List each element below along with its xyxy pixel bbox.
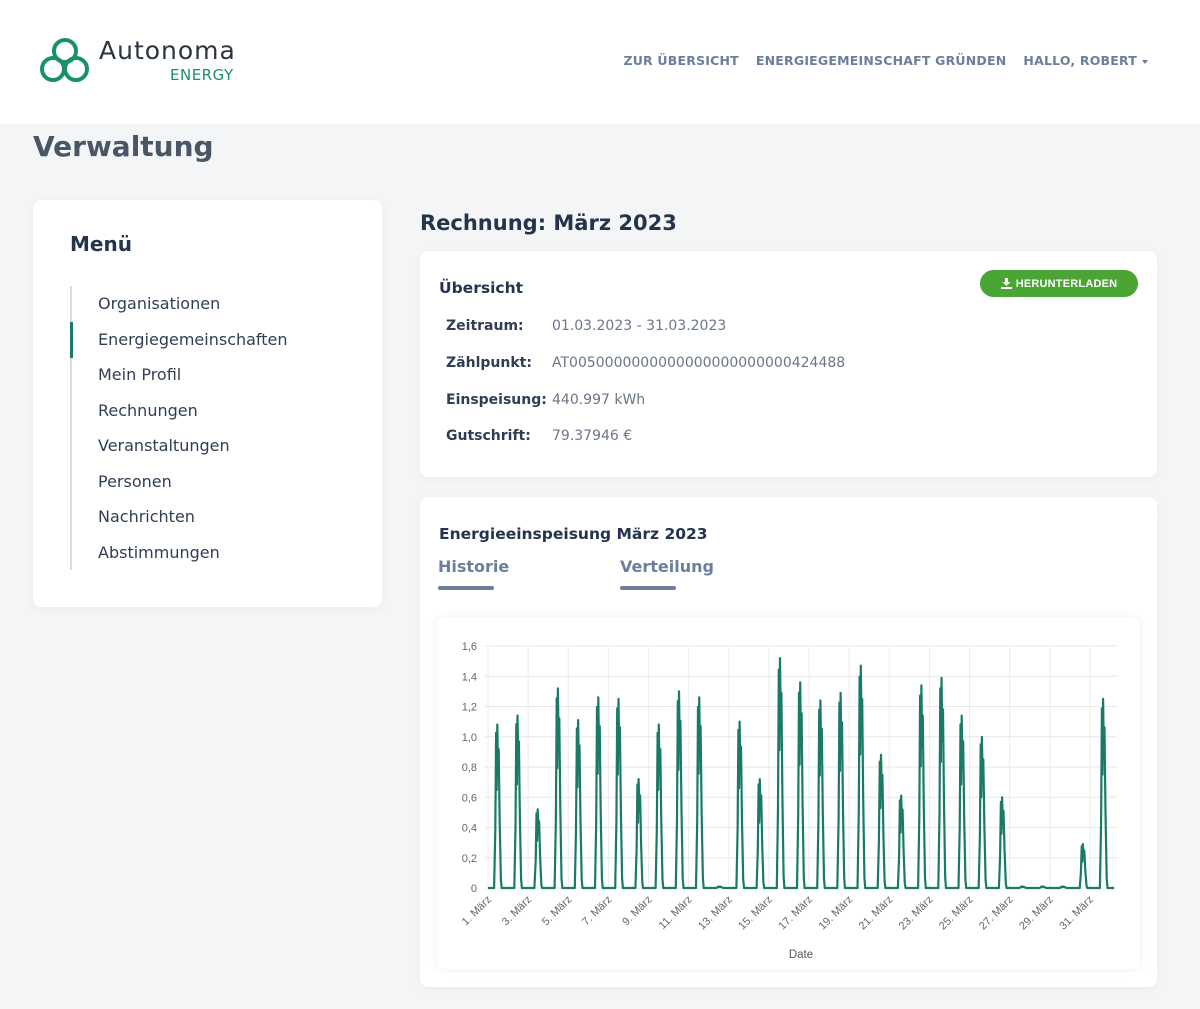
- sidebar-item-energiegemeinschaften[interactable]: Energiegemeinschaften: [70, 321, 350, 357]
- brand-name: Autonoma: [99, 36, 236, 65]
- y-tick-label: 0: [471, 883, 477, 895]
- sidebar-item-organisationen[interactable]: Organisationen: [98, 294, 221, 313]
- sidebar-item-personen[interactable]: Personen: [98, 471, 172, 491]
- sidebar-item-veranstaltungen[interactable]: Veranstaltungen: [98, 436, 230, 455]
- field-label: Einspeisung:: [446, 392, 547, 408]
- nav-overview-link[interactable]: ZUR ÜBERSICHT: [623, 53, 739, 68]
- chart-container: 0 0,2 0,4 0,6 0,8 1,0 1,2 1,4 1,6 1. März 3. März 5…: [437, 617, 1140, 969]
- brand-subtitle: ENERGY: [170, 66, 234, 84]
- tab-verteilung[interactable]: Verteilung: [620, 557, 714, 576]
- overview-card: Übersicht HERUNTERLADEN Zeitraum: 01.03.…: [420, 251, 1157, 477]
- y-tick-label: 0,6: [462, 792, 477, 804]
- sidebar-item-abstimmungen[interactable]: Abstimmungen: [98, 542, 220, 562]
- field-label: Gutschrift:: [446, 428, 531, 444]
- x-tick-label: 1. März: [460, 894, 494, 928]
- chart-section-title: Energieeinspeisung März 2023: [439, 525, 708, 543]
- field-value: 01.03.2023 - 31.03.2023: [552, 318, 727, 334]
- energy-chart: 0 0,2 0,4 0,6 0,8 1,0 1,2 1,4 1,6 1. März 3. März 5…: [460, 641, 1117, 961]
- download-button[interactable]: HERUNTERLADEN: [980, 270, 1138, 297]
- x-tick-label: 29. März: [1017, 894, 1056, 933]
- field-value: 440.997 kWh: [552, 392, 646, 408]
- x-tick-label: 27. März: [977, 894, 1016, 933]
- y-tick-label: 0,4: [462, 823, 477, 835]
- nav-user-menu[interactable]: HALLO, ROBERT: [1023, 53, 1148, 68]
- field-label: Zählpunkt:: [446, 355, 532, 371]
- sidebar-item-mein-profil[interactable]: Mein Profil: [98, 365, 182, 384]
- top-header: Autonoma ENERGY ZUR ÜBERSICHT ENERGIEGEM…: [0, 0, 1200, 124]
- menu-list: Organisationen Energiegemeinschaften Mei…: [70, 286, 350, 570]
- user-greeting: HALLO, ROBERT: [1023, 53, 1137, 68]
- x-tick-label: 21. März: [857, 894, 896, 933]
- field-value: AT0050000000000000000000000424488: [552, 355, 846, 371]
- logo-rings-icon: [40, 38, 89, 82]
- download-label: HERUNTERLADEN: [1015, 277, 1118, 290]
- download-icon: [1000, 278, 1012, 289]
- sidebar-item-nachrichten[interactable]: Nachrichten: [98, 507, 195, 526]
- top-nav: ZUR ÜBERSICHT ENERGIEGEMEINSCHAFT GRÜNDE…: [623, 53, 1148, 68]
- sidebar-menu: Menü Organisationen Energiegemeinschafte…: [33, 200, 382, 607]
- sidebar-item-rechnungen[interactable]: Rechnungen: [98, 400, 198, 420]
- tab-historie-underline: [438, 586, 494, 590]
- nav-found-community-link[interactable]: ENERGIEGEMEINSCHAFT GRÜNDEN: [755, 53, 1007, 68]
- tab-historie[interactable]: Historie: [438, 557, 510, 576]
- x-tick-label: 3. März: [500, 894, 534, 928]
- x-axis-title: Date: [789, 949, 813, 961]
- x-tick-label: 7. März: [580, 894, 614, 928]
- y-tick-label: 1,2: [462, 702, 477, 714]
- x-tick-label: 17. März: [776, 894, 815, 933]
- invoice-title: Rechnung: März 2023: [420, 211, 677, 235]
- y-tick-label: 0,2: [462, 853, 477, 865]
- series-line: [488, 657, 1114, 890]
- x-tick-label: 13. März: [696, 894, 735, 933]
- tab-verteilung-underline: [620, 586, 676, 590]
- x-tick-label: 31. März: [1057, 894, 1096, 933]
- y-tick-label: 1,6: [462, 641, 477, 653]
- menu-title: Menü: [70, 232, 132, 256]
- autonoma-logo[interactable]: [38, 36, 92, 88]
- y-tick-label: 0,8: [462, 762, 477, 774]
- caret-down-icon: [1142, 59, 1148, 64]
- page-title: Verwaltung: [33, 130, 214, 163]
- x-tick-label: 25. März: [937, 894, 976, 933]
- x-tick-label: 5. März: [540, 894, 574, 928]
- y-tick-label: 1,4: [462, 671, 477, 683]
- overview-title: Übersicht: [439, 279, 524, 297]
- x-tick-label: 11. März: [657, 894, 695, 932]
- field-label: Zeitraum:: [446, 318, 524, 334]
- x-tick-label: 19. März: [817, 894, 856, 933]
- x-tick-label: 23. März: [897, 894, 936, 933]
- y-tick-label: 1,0: [462, 732, 477, 744]
- x-tick-label: 9. März: [620, 894, 654, 928]
- chart-card: Energieeinspeisung März 2023 Historie Ve…: [420, 497, 1157, 987]
- x-tick-label: 15. März: [736, 894, 775, 933]
- field-value: 79.37946 €: [552, 428, 633, 444]
